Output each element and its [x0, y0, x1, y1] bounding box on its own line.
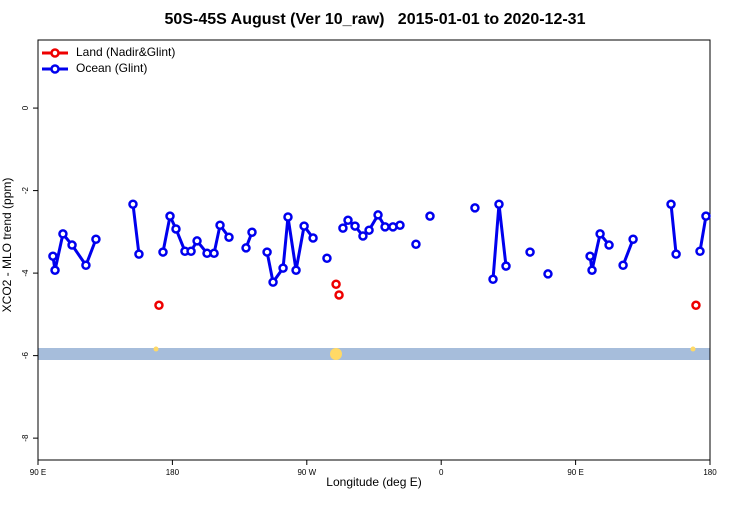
data-point [364, 225, 374, 235]
data-point [58, 229, 68, 239]
plot-frame [37, 39, 711, 461]
data-point [411, 239, 421, 249]
data-point [666, 199, 676, 209]
data-point [380, 222, 390, 232]
data-point [322, 253, 332, 264]
data-point [585, 251, 595, 261]
data-point [618, 260, 628, 271]
data-point [350, 221, 360, 231]
legend-label: Land (Nadir&Glint) [76, 45, 175, 59]
data-point [215, 220, 225, 230]
map-strip [38, 348, 710, 360]
data-point [334, 290, 344, 300]
land-patch [690, 346, 696, 352]
data-point [262, 247, 272, 257]
data-point [158, 247, 168, 257]
data-point [134, 249, 144, 259]
chart-title: 50S-45S August (Ver 10_raw) 2015-01-01 t… [165, 11, 586, 28]
data-point [48, 251, 58, 261]
data-point [299, 221, 309, 231]
data-point [154, 300, 164, 311]
x-tick-label: 90 E [567, 468, 583, 477]
data-point [91, 234, 101, 245]
data-point [192, 236, 202, 246]
data-point [331, 279, 341, 289]
y-tick-label: -4 [21, 269, 30, 277]
data-point [278, 263, 288, 273]
data-point [343, 215, 353, 226]
data-point [488, 274, 498, 285]
land-patch [330, 348, 342, 360]
x-tick-label: 180 [703, 468, 717, 477]
data-point [308, 233, 318, 243]
data-point [425, 211, 435, 221]
data-point [165, 211, 175, 221]
legend-label: Ocean (Glint) [76, 61, 147, 75]
data-point [691, 300, 701, 311]
data-point [628, 234, 638, 245]
data-point [695, 246, 705, 256]
data-point [470, 203, 480, 213]
data-point [81, 260, 91, 271]
data-point [358, 231, 368, 241]
data-point [224, 232, 234, 242]
data-point [171, 224, 181, 234]
data-point [128, 199, 138, 209]
legend-marker [50, 48, 60, 58]
data-point [338, 223, 348, 233]
data-point [494, 199, 504, 209]
x-tick-label: 90 W [297, 468, 316, 477]
data-point [247, 227, 257, 238]
data-point [50, 265, 60, 275]
data-point [268, 277, 278, 287]
data-point [671, 249, 681, 259]
y-tick-label: 0 [21, 105, 30, 110]
y-axis-label: XCO2 - MLO trend (ppm) [0, 178, 14, 313]
y-tick-label: -2 [21, 186, 30, 194]
data-point [241, 243, 251, 253]
data-point [283, 212, 293, 222]
data-point [604, 240, 614, 250]
x-axis-label: Longitude (deg E) [326, 475, 421, 489]
data-point [291, 265, 301, 275]
data-point [595, 229, 605, 239]
data-point [373, 210, 383, 220]
x-tick-label: 0 [439, 468, 444, 477]
land-patch [153, 346, 159, 352]
data-point [67, 240, 77, 250]
y-tick-label: -6 [21, 352, 30, 360]
data-point [701, 211, 711, 221]
data-point [587, 265, 597, 275]
legend-marker [50, 64, 60, 74]
data-point [501, 261, 511, 271]
data-point [543, 269, 553, 279]
data-point [209, 248, 219, 259]
y-tick-label: -8 [21, 434, 30, 442]
x-tick-label: 180 [166, 468, 180, 477]
data-point [525, 247, 535, 257]
data-point [186, 246, 196, 256]
x-tick-label: 90 E [30, 468, 46, 477]
data-point [395, 220, 405, 230]
